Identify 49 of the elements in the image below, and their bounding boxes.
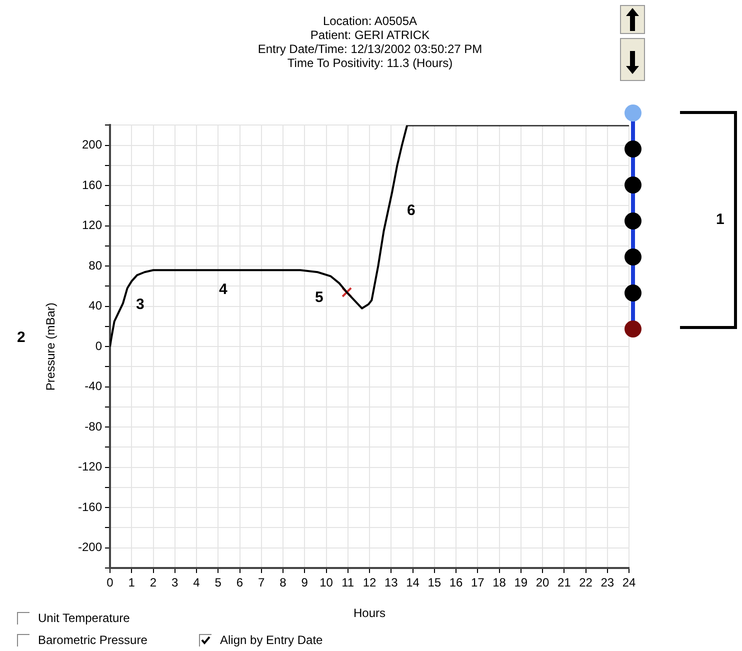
chart-subtitle: Patient: GERI ATRICK Entry Date/Time: 12/13/2002 03:50:27 PM Time To Positivity: 11.3 (Hours) [256,28,484,70]
y-tick-label: -120 [78,460,102,474]
x-tick-label: 21 [557,576,572,590]
chart-title: Location: A0505A [322,14,418,28]
x-tick-label: 2 [150,576,157,590]
x-tick-label: 15 [428,576,442,590]
annotation: 4 [219,281,228,298]
x-tick-label: 14 [406,576,420,590]
annotation: 3 [136,296,144,313]
x-tick-label: 0 [106,576,114,590]
x-tick-label: 8 [280,576,287,590]
x-tick-label: 13 [384,576,398,590]
x-tick-label: 22 [579,576,593,590]
x-tick-label: 7 [258,576,266,590]
x-tick-label: 5 [214,576,222,590]
y-tick-label: -80 [84,419,102,434]
x-tick-label: 18 [492,576,506,590]
x-tick-label: 19 [514,576,528,590]
y-tick-label: 0 [95,338,102,353]
y-tick-label: 80 [88,258,102,272]
x-tick-label: 4 [193,576,200,590]
y-tick-label: -40 [84,379,102,394]
text: 1 [716,211,724,228]
y-tick-label: -160 [78,500,102,514]
x-tick-label: 12 [362,576,376,590]
y-tick-label: 40 [88,298,102,313]
x-tick-label: 6 [236,576,244,590]
x-tick-label: 17 [470,576,485,590]
y-axis-title: Pressure (mBar) [44,302,58,391]
x-tick-label: 11 [342,576,354,590]
x-tick-label: 23 [600,576,614,590]
y-tick-label: 200 [82,138,102,152]
x-tick-label: 24 [622,576,636,590]
annotation: 5 [315,289,324,306]
x-tick-label: 1 [128,576,136,590]
text: Barometric Pressure [38,633,148,647]
y-tick-label: 120 [82,218,102,232]
y-tick-label: -200 [78,540,102,554]
x-tick-label: 3 [172,576,179,590]
x-axis-title: Hours [353,606,386,620]
text: 2 [17,329,26,346]
annotation: 6 [407,202,416,219]
text: Align by Entry Date [220,633,323,647]
x-tick-label: 16 [449,576,463,590]
text: Unit Temperature [38,611,130,625]
y-tick-label: 160 [82,178,102,192]
x-tick-label: 20 [536,576,550,590]
x-tick-label: 9 [301,576,308,590]
x-tick-label: 10 [320,576,334,590]
